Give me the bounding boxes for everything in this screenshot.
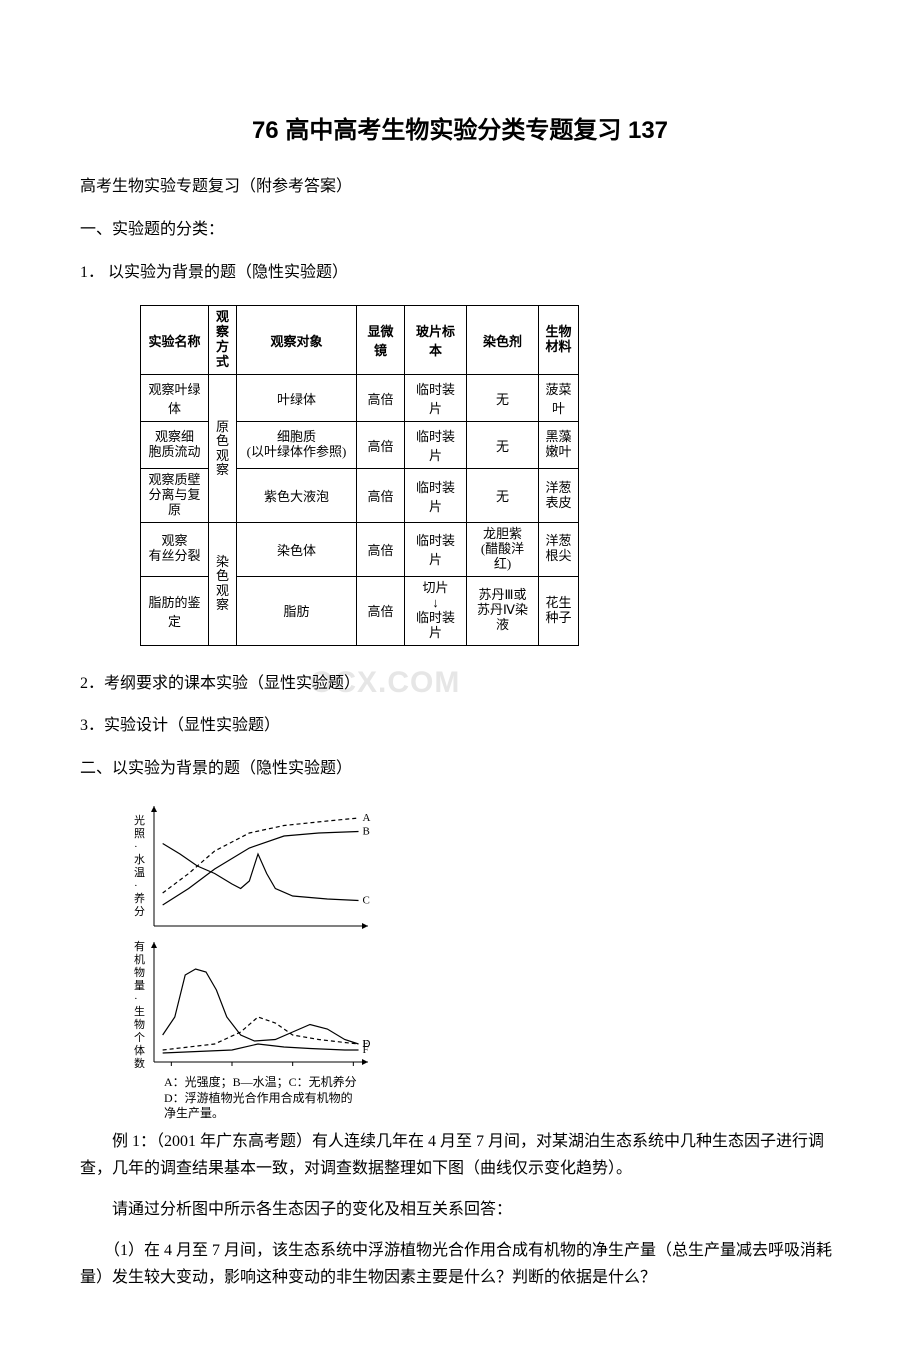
cell-name: 观察叶绿体 bbox=[141, 375, 209, 422]
cell-bio: 黑藻嫩叶 bbox=[539, 422, 579, 469]
cell-slide: 临时装片 bbox=[405, 422, 467, 469]
table-header: 显微镜 bbox=[357, 306, 405, 375]
svg-text:物: 物 bbox=[134, 965, 145, 979]
paragraph: 2．考纲要求的课本实验（显性实验题） bbox=[80, 670, 840, 699]
svg-text:数: 数 bbox=[134, 1057, 145, 1068]
cell-stain: 龙胆紫(醋酸洋红) bbox=[467, 522, 539, 576]
cell-scope: 高倍 bbox=[357, 422, 405, 469]
table-header: 观察对象 bbox=[237, 306, 357, 375]
cell-name: 观察细胞质流动 bbox=[141, 422, 209, 469]
page-title: 76 高中高考生物实验分类专题复习 137 bbox=[80, 110, 840, 145]
cell-target: 细胞质(以叶绿体作参照) bbox=[237, 422, 357, 469]
svg-text:温: 温 bbox=[134, 866, 145, 879]
paragraph: （1）在 4 月至 7 月间，该生态系统中浮游植物光合作用合成有机物的净生产量（… bbox=[80, 1237, 840, 1291]
ecology-chart: 光照·水温·养分ABC有机物量·生物个体数DEF4月5月6月7月 A：光强度；B… bbox=[120, 798, 840, 1122]
experiment-table: 实验名称观察方式观察对象显微镜玻片标本染色剂生物材料观察叶绿体原色观察叶绿体高倍… bbox=[140, 305, 840, 645]
cell-bio: 洋葱表皮 bbox=[539, 469, 579, 523]
svg-text:B: B bbox=[363, 825, 370, 837]
cell-scope: 高倍 bbox=[357, 469, 405, 523]
cell-name: 脂肪的鉴定 bbox=[141, 576, 209, 645]
cell-slide: 切片↓临时装片 bbox=[405, 576, 467, 645]
svg-text:C: C bbox=[363, 894, 370, 906]
cell-stain: 无 bbox=[467, 469, 539, 523]
svg-text:光: 光 bbox=[134, 813, 145, 827]
paragraph: 1． 以实验为背景的题（隐性实验题） bbox=[80, 259, 840, 288]
cell-mode: 原色观察 bbox=[209, 375, 237, 523]
paragraph: 高考生物实验专题复习（附参考答案） bbox=[80, 173, 840, 202]
table-header: 染色剂 bbox=[467, 306, 539, 375]
svg-text:·: · bbox=[134, 880, 138, 892]
cell-name: 观察质壁分离与复原 bbox=[141, 469, 209, 523]
chart-caption-line: 净生产量。 bbox=[164, 1106, 840, 1122]
table-header: 观察方式 bbox=[209, 306, 237, 375]
svg-text:A: A bbox=[363, 812, 371, 824]
svg-text:个: 个 bbox=[134, 1031, 145, 1044]
cell-slide: 临时装片 bbox=[405, 375, 467, 422]
svg-text:养: 养 bbox=[134, 891, 145, 905]
table-row: 脂肪的鉴定脂肪高倍切片↓临时装片苏丹Ⅲ或苏丹Ⅳ染液花生种子 bbox=[141, 576, 579, 645]
svg-text:机: 机 bbox=[134, 952, 145, 966]
svg-text:量: 量 bbox=[134, 979, 145, 992]
cell-slide: 临时装片 bbox=[405, 522, 467, 576]
table-header: 实验名称 bbox=[141, 306, 209, 375]
paragraph: 3．实验设计（显性实验题） bbox=[80, 712, 840, 741]
cell-stain: 苏丹Ⅲ或苏丹Ⅳ染液 bbox=[467, 576, 539, 645]
paragraph: 二、以实验为背景的题（隐性实验题） bbox=[80, 755, 840, 784]
cell-stain: 无 bbox=[467, 422, 539, 469]
svg-text:水: 水 bbox=[134, 853, 145, 866]
svg-text:有: 有 bbox=[134, 939, 145, 953]
svg-text:照: 照 bbox=[134, 827, 145, 840]
cell-slide: 临时装片 bbox=[405, 469, 467, 523]
table-header: 生物材料 bbox=[539, 306, 579, 375]
cell-scope: 高倍 bbox=[357, 576, 405, 645]
table-row: 观察有丝分裂染色观察染色体高倍临时装片龙胆紫(醋酸洋红)洋葱根尖 bbox=[141, 522, 579, 576]
paragraph: 请通过分析图中所示各生态因子的变化及相互关系回答： bbox=[80, 1196, 840, 1223]
svg-text:·: · bbox=[134, 841, 138, 853]
svg-text:生: 生 bbox=[134, 1004, 145, 1018]
table-header: 玻片标本 bbox=[405, 306, 467, 375]
chart-caption-line: A：光强度；B—水温；C：无机养分 bbox=[164, 1075, 840, 1091]
cell-mode: 染色观察 bbox=[209, 522, 237, 645]
svg-text:F: F bbox=[363, 1044, 369, 1056]
svg-text:物: 物 bbox=[134, 1017, 145, 1031]
cell-target: 紫色大液泡 bbox=[237, 469, 357, 523]
cell-name: 观察有丝分裂 bbox=[141, 522, 209, 576]
cell-target: 脂肪 bbox=[237, 576, 357, 645]
cell-bio: 洋葱根尖 bbox=[539, 522, 579, 576]
cell-target: 染色体 bbox=[237, 522, 357, 576]
svg-text:·: · bbox=[134, 993, 138, 1005]
paragraph: 一、实验题的分类： bbox=[80, 216, 840, 245]
cell-bio: 菠菜叶 bbox=[539, 375, 579, 422]
cell-scope: 高倍 bbox=[357, 522, 405, 576]
cell-target: 叶绿体 bbox=[237, 375, 357, 422]
chart-caption-line: D：浮游植物光合作用合成有机物的 bbox=[164, 1091, 840, 1107]
paragraph: 例 1：（2001 年广东高考题）有人连续几年在 4 月至 7 月间，对某湖泊生… bbox=[80, 1128, 840, 1182]
table-row: 观察质壁分离与复原紫色大液泡高倍临时装片无洋葱表皮 bbox=[141, 469, 579, 523]
cell-bio: 花生种子 bbox=[539, 576, 579, 645]
cell-stain: 无 bbox=[467, 375, 539, 422]
cell-scope: 高倍 bbox=[357, 375, 405, 422]
table-row: 观察叶绿体原色观察叶绿体高倍临时装片无菠菜叶 bbox=[141, 375, 579, 422]
svg-text:体: 体 bbox=[134, 1043, 145, 1057]
table-row: 观察细胞质流动细胞质(以叶绿体作参照)高倍临时装片无黑藻嫩叶 bbox=[141, 422, 579, 469]
svg-text:分: 分 bbox=[134, 905, 145, 918]
